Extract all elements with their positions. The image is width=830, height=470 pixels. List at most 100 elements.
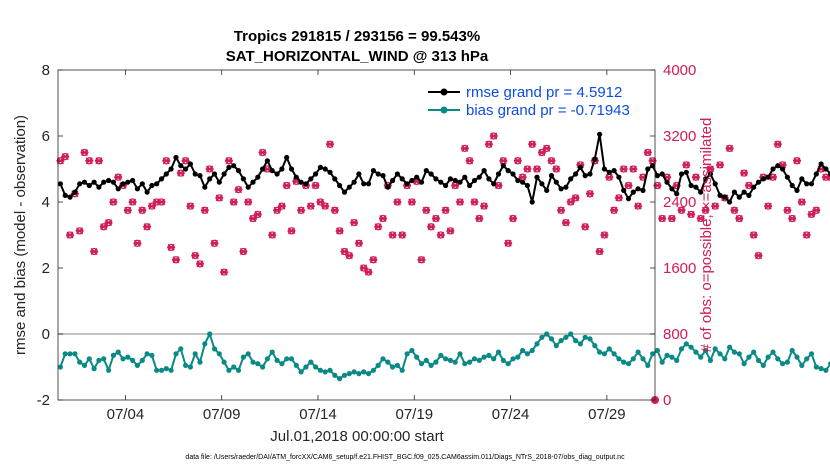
rmse-point bbox=[327, 169, 333, 175]
rmse-point bbox=[250, 179, 256, 185]
bias-point bbox=[178, 346, 184, 352]
rmse-point bbox=[650, 163, 656, 169]
bias-point bbox=[375, 362, 381, 368]
bias-point bbox=[81, 362, 88, 368]
bias-point bbox=[712, 346, 718, 352]
bias-point bbox=[717, 351, 723, 357]
rmse-point bbox=[447, 176, 453, 182]
obs-assimilated-point bbox=[61, 153, 70, 161]
rmse-point bbox=[510, 171, 516, 177]
bias-point bbox=[115, 349, 121, 355]
rmse-point bbox=[216, 179, 222, 185]
rmse-point bbox=[399, 176, 405, 182]
rmse-point bbox=[346, 184, 352, 190]
bias-point bbox=[438, 352, 444, 358]
obs-assimilated-point bbox=[715, 161, 724, 169]
obs-assimilated-point bbox=[244, 198, 253, 206]
rmse-point bbox=[799, 176, 805, 182]
rmse-point bbox=[505, 168, 511, 174]
bias-point bbox=[346, 371, 352, 377]
bias-point bbox=[486, 352, 492, 358]
obs-assimilated-point bbox=[350, 219, 359, 227]
rmse-point bbox=[288, 166, 295, 172]
rmse-series bbox=[57, 131, 830, 205]
x-axis: 07/04 07/09 07/14 07/19 07/24 07/29 bbox=[107, 70, 626, 423]
rmse-point bbox=[573, 171, 579, 177]
rmse-point bbox=[130, 177, 136, 184]
plot-frame bbox=[57, 69, 656, 401]
bias-point bbox=[491, 356, 497, 362]
rmse-point bbox=[520, 179, 526, 185]
rmse-point bbox=[755, 179, 762, 185]
bias-point bbox=[399, 367, 405, 373]
bias-point bbox=[110, 352, 116, 358]
rmse-point bbox=[394, 171, 400, 177]
rmse-point bbox=[736, 194, 742, 200]
rmse-point bbox=[476, 174, 482, 180]
obs-assimilated-point bbox=[456, 198, 465, 206]
bias-point bbox=[57, 364, 64, 370]
bias-point bbox=[192, 351, 198, 357]
rmse-point bbox=[625, 196, 632, 202]
obs-assimilated-point bbox=[725, 144, 734, 152]
bias-point bbox=[207, 331, 213, 337]
obs-assimilated-point bbox=[282, 181, 291, 190]
rmse-point bbox=[443, 182, 449, 189]
obs-assimilated-point bbox=[533, 165, 542, 173]
rmse-point bbox=[375, 171, 381, 177]
obs-assimilated-point bbox=[614, 194, 623, 202]
y2-tick-label: 0 bbox=[663, 392, 671, 409]
y2-tick-label: 1600 bbox=[663, 260, 696, 277]
rmse-point bbox=[784, 174, 791, 180]
bias-point bbox=[341, 372, 348, 378]
bias-point bbox=[751, 349, 757, 355]
bias-point bbox=[125, 354, 131, 360]
rmse-point bbox=[597, 131, 603, 137]
rmse-point bbox=[173, 154, 179, 161]
bias-point bbox=[722, 356, 728, 362]
rmse-point bbox=[577, 164, 584, 170]
rmse-point bbox=[149, 182, 155, 189]
obs-assimilated-point bbox=[518, 173, 527, 181]
obs-assimilated-point bbox=[436, 231, 445, 239]
rmse-point bbox=[722, 194, 728, 200]
rmse-point bbox=[563, 184, 569, 190]
obs-assimilated-point bbox=[643, 148, 652, 157]
bias-point bbox=[269, 349, 275, 355]
y-axis-right: 0 800 1600 2400 3200 4000 bbox=[650, 62, 696, 409]
y2-tick-label: 4000 bbox=[663, 62, 696, 79]
obs-assimilated-point bbox=[210, 239, 219, 247]
obs-assimilated-point bbox=[605, 173, 614, 181]
legend-bias-label: bias grand pr = -0.71943 bbox=[466, 102, 630, 119]
rmse-point bbox=[818, 161, 824, 167]
bias-point bbox=[746, 354, 752, 360]
obs-assimilated-point bbox=[191, 252, 200, 260]
bias-point bbox=[775, 356, 781, 362]
rmse-point bbox=[245, 184, 251, 190]
obs-assimilated-point bbox=[205, 165, 214, 173]
chart-subtitle: SAT_HORIZONTAL_WIND @ 313 hPa bbox=[226, 48, 489, 65]
bias-point bbox=[654, 347, 661, 354]
obs-assimilated-point bbox=[701, 206, 710, 214]
bias-point bbox=[240, 354, 246, 360]
rmse-point bbox=[313, 171, 319, 177]
bias-point bbox=[818, 366, 824, 372]
bias-point bbox=[471, 356, 478, 362]
rmse-point bbox=[409, 177, 415, 184]
rmse-point bbox=[86, 182, 92, 189]
obs-assimilated-point bbox=[407, 198, 416, 206]
obs-assimilated-point bbox=[171, 256, 180, 264]
bias-point bbox=[404, 351, 410, 357]
obs-assimilated-point bbox=[797, 198, 806, 206]
obs-assimilated-point bbox=[451, 181, 460, 190]
bias-point bbox=[515, 354, 521, 360]
obs-assimilated-point bbox=[94, 157, 103, 165]
obs-assimilated-point bbox=[90, 247, 99, 256]
rmse-point bbox=[317, 164, 323, 170]
obs-assimilated-point bbox=[658, 214, 667, 223]
rmse-point bbox=[457, 179, 463, 185]
bias-point bbox=[62, 351, 68, 357]
bias-point bbox=[524, 351, 531, 357]
obs-assimilated-point bbox=[306, 202, 315, 210]
obs-assimilated-point bbox=[494, 181, 503, 190]
